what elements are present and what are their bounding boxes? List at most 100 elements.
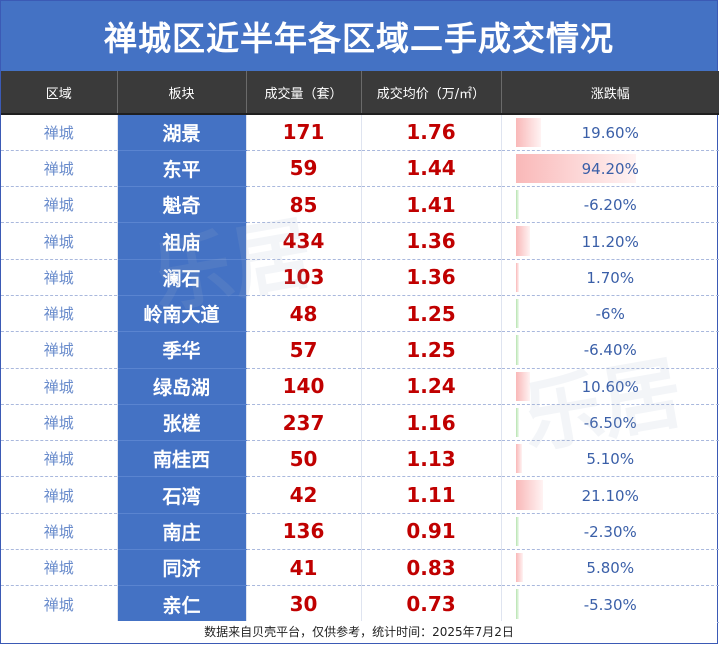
page-title: 禅城区近半年各区域二手成交情况 [104,19,614,58]
change-value: 21.10% [581,486,639,505]
block-cell: 祖庙 [117,222,247,260]
table-row: 禅城 季华 57 1.25 -6.40% [1,331,719,369]
volume-cell: 85 [246,186,362,224]
change-value: 1.70% [586,268,635,287]
volume-cell: 42 [246,476,362,514]
change-value: 11.20% [581,232,639,251]
price-cell: 0.91 [361,513,502,551]
table-row: 禅城 湖景 171 1.76 19.60% [1,114,719,151]
table-header-row: 区域 板块 成交量（套） 成交均价（万/㎡） 涨跌幅 [1,71,719,115]
change-data-bar [515,553,523,583]
volume-cell: 237 [246,404,362,442]
title-bar: 禅城区近半年各区域二手成交情况 [1,1,717,71]
block-cell: 南庄 [117,513,247,551]
table-row: 禅城 亲仁 30 0.73 -5.30% [1,585,719,623]
change-cell: 11.20% [501,222,719,260]
table-row: 禅城 祖庙 434 1.36 11.20% [1,222,719,260]
district-cell: 禅城 [1,585,118,623]
price-cell: 1.36 [361,222,502,260]
transaction-table: 区域 板块 成交量（套） 成交均价（万/㎡） 涨跌幅 禅城 湖景 171 1.76 19… [1,71,719,623]
volume-cell: 59 [246,150,362,188]
volume-cell: 41 [246,549,362,587]
table-row: 禅城 南庄 136 0.91 -2.30% [1,513,719,551]
change-data-bar [515,262,519,292]
column-header-volume: 成交量（套） [246,71,362,115]
price-cell: 1.25 [361,295,502,333]
change-cell: 94.20% [501,150,719,188]
change-data-bar [515,407,519,438]
table-row: 禅城 石湾 42 1.11 21.10% [1,476,719,514]
change-value: -2.30% [583,522,637,541]
change-value: -6.20% [583,196,637,215]
block-cell: 季华 [117,331,247,369]
table-row: 禅城 同济 41 0.83 5.80% [1,549,719,587]
volume-cell: 30 [246,585,362,623]
change-value: -6.40% [583,341,637,360]
block-cell: 亲仁 [117,585,247,623]
change-cell: -2.30% [501,513,719,551]
district-cell: 禅城 [1,549,118,587]
change-data-bar [515,516,519,547]
block-cell: 绿岛湖 [117,368,247,405]
table-row: 禅城 南桂西 50 1.13 5.10% [1,440,719,478]
change-value: 94.20% [581,159,639,178]
volume-cell: 57 [246,331,362,369]
block-cell: 岭南大道 [117,295,247,333]
price-cell: 1.13 [361,440,502,478]
change-cell: 10.60% [501,368,719,405]
district-cell: 禅城 [1,331,118,369]
change-data-bar [515,153,636,184]
change-cell: 5.80% [501,549,719,587]
district-cell: 禅城 [1,114,118,151]
change-value: -6.50% [583,414,637,433]
change-data-bar [515,190,519,220]
footer-note: 数据来自贝壳平台，仅供参考，统计时间：2025年7月2日 [1,621,717,643]
change-cell: 5.10% [501,440,719,478]
price-cell: 1.76 [361,114,502,151]
district-cell: 禅城 [1,513,118,551]
change-cell: 19.60% [501,114,719,151]
district-cell: 禅城 [1,295,118,333]
price-cell: 1.11 [361,476,502,514]
price-cell: 1.41 [361,186,502,224]
block-cell: 湖景 [117,114,247,151]
volume-cell: 48 [246,295,362,333]
table-row: 禅城 张槎 237 1.16 -6.50% [1,404,719,442]
volume-cell: 50 [246,440,362,478]
district-cell: 禅城 [1,440,118,478]
block-cell: 东平 [117,150,247,188]
block-cell: 张槎 [117,404,247,442]
change-cell: -6.20% [501,186,719,224]
price-cell: 1.25 [361,331,502,369]
change-cell: -6.40% [501,331,719,369]
table-row: 禅城 岭南大道 48 1.25 -6% [1,295,719,333]
block-cell: 同济 [117,549,247,587]
district-cell: 禅城 [1,404,118,442]
district-cell: 禅城 [1,476,118,514]
change-data-bar [515,444,522,474]
change-data-bar [515,589,519,619]
column-header-block: 板块 [117,71,247,115]
district-cell: 禅城 [1,222,118,260]
price-cell: 1.36 [361,259,502,296]
change-cell: 21.10% [501,476,719,514]
change-cell: -6% [501,295,719,333]
table-row: 禅城 魁奇 85 1.41 -6.20% [1,186,719,224]
change-data-bar [515,480,543,510]
change-data-bar [515,371,530,401]
price-cell: 1.44 [361,150,502,188]
change-value: 10.60% [581,377,639,396]
change-value: 5.10% [586,450,635,469]
block-cell: 澜石 [117,259,247,296]
price-cell: 0.73 [361,585,502,623]
change-cell: -6.50% [501,404,719,442]
table-row: 禅城 绿岛湖 140 1.24 10.60% [1,368,719,405]
column-header-price: 成交均价（万/㎡） [361,71,502,115]
district-cell: 禅城 [1,186,118,224]
price-cell: 0.83 [361,549,502,587]
block-cell: 石湾 [117,476,247,514]
volume-cell: 103 [246,259,362,296]
change-data-bar [515,298,519,329]
volume-cell: 171 [246,114,362,151]
